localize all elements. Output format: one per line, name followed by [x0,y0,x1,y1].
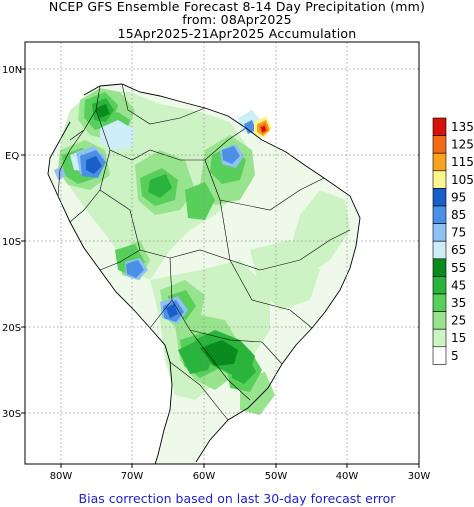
legend-swatch-15 [432,328,447,348]
axis-ticks [21,68,420,468]
precip-135mm-area [261,126,266,132]
lon-label-50w: 50W [265,471,288,482]
legend-swatch-45 [432,276,447,295]
lon-label-40w: 40W [336,471,359,482]
legend-label-75: 75 [451,226,466,240]
legend-label-65: 65 [451,243,466,257]
legend-swatch-115 [432,152,447,172]
lat-label-10s: 10S [2,237,21,248]
lat-label-30s: 30S [2,409,21,420]
legend-label-55: 55 [451,261,466,275]
map-frame [24,41,420,465]
legend-swatch-105 [432,170,447,189]
map-title-line-3: 15Apr2025-21Apr2025 Accumulation [117,26,357,41]
legend-label-5: 5 [451,349,459,363]
legend-swatch-75 [432,223,447,242]
map-title-line-1: NCEP GFS Ensemble Forecast 8-14 Day Prec… [48,0,426,14]
legend-label-125: 125 [451,138,474,152]
legend-swatch-25 [432,311,447,330]
lon-label-70w: 70W [121,471,144,482]
lon-label-60w: 60W [193,471,216,482]
color-legend: 135 125 115 105 95 85 75 65 55 45 35 25 15 5 [432,117,474,365]
legend-label-105: 105 [451,173,474,187]
lat-label-10n: 10N [2,65,22,76]
legend-label-85: 85 [451,208,466,222]
legend-label-25: 25 [451,314,466,328]
legend-swatch-35 [432,293,447,312]
bias-correction-note: Bias correction based on last 30-day for… [78,491,396,506]
graticule [25,42,419,464]
legend-label-115: 115 [451,155,474,169]
country-borders [57,83,351,421]
map-title-line-2: from: 08Apr2025 [182,12,292,27]
lat-label-eq: EQ [5,151,19,162]
legend-swatch-85 [432,205,447,224]
precip-55mm-areas [96,104,238,366]
legend-label-95: 95 [451,190,466,204]
lon-label-30w: 30W [408,471,431,482]
lon-label-80w: 80W [50,471,73,482]
legend-swatch-95 [432,188,447,207]
lat-label-20s: 20S [2,323,21,334]
legend-label-15: 15 [451,331,466,345]
legend-label-135: 135 [451,120,474,134]
precip-95mm-areas [86,156,178,318]
legend-swatch-65 [432,240,447,260]
legend-label-45: 45 [451,278,466,292]
legend-swatch-55 [432,258,447,277]
legend-swatch-125 [432,135,447,154]
legend-swatch-135 [432,117,447,136]
legend-swatch-5 [432,346,447,365]
legend-label-35: 35 [451,296,466,310]
